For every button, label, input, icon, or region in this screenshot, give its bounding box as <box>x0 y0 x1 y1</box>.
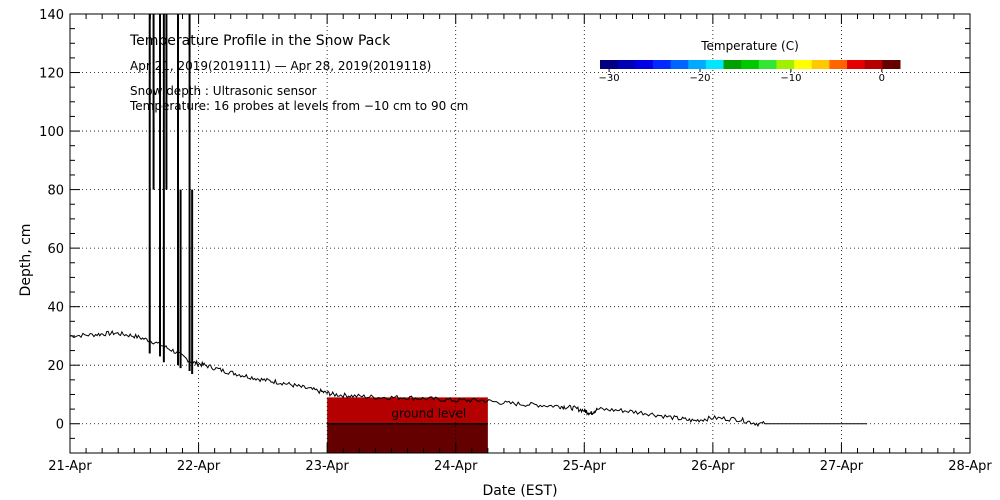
x-tick-label: 23-Apr <box>305 459 349 474</box>
colorbar-ticks: −30 −20 −10 0 <box>599 69 885 84</box>
x-tick-label: 24-Apr <box>434 459 478 474</box>
colorbar-block <box>776 60 795 69</box>
temperature-cell <box>327 397 488 424</box>
ground-level-label: ground level <box>391 407 466 421</box>
x-tick-label: 25-Apr <box>563 459 607 474</box>
y-tick-label: 100 <box>39 125 64 140</box>
y-tick-label: 60 <box>47 242 64 257</box>
colorbar-block <box>600 60 619 69</box>
y-axis-label: Depth, cm <box>18 224 34 297</box>
colorbar-tick-label: 0 <box>879 73 885 84</box>
colorbar-block <box>635 60 654 69</box>
x-axis-ticks: 21-Apr 22-Apr 23-Apr 24-Apr 25-Apr 26-Apr 27-A… <box>48 14 992 474</box>
y-tick-label: 40 <box>47 301 64 316</box>
colorbar-block <box>811 60 830 69</box>
colorbar-tick-label: −10 <box>780 73 801 84</box>
colorbar-block <box>688 60 707 69</box>
temperature-colorbar: Temperature (C) −30 −20 −10 0 <box>599 39 901 84</box>
colorbar-block <box>652 60 672 69</box>
x-axis-label: Date (EST) <box>482 483 557 499</box>
info-line-1: Snow depth : Ultrasonic sensor <box>130 84 317 98</box>
date-range-text: Apr 21, 2019(2019111) — Apr 28, 2019(201… <box>130 59 431 73</box>
y-tick-label: 140 <box>39 8 64 23</box>
sensor-spikes <box>148 14 194 374</box>
colorbar-block <box>741 60 760 69</box>
colorbar-block <box>705 60 725 69</box>
x-tick-label: 21-Apr <box>48 459 92 474</box>
snow-depth-series <box>69 329 868 427</box>
x-tick-label: 28-Apr <box>948 459 992 474</box>
colorbar-tick-label: −20 <box>689 73 710 84</box>
y-tick-label: 120 <box>39 67 64 82</box>
colorbar-block <box>829 60 848 69</box>
snow-depth-line <box>69 329 868 427</box>
y-tick-label: 20 <box>47 359 64 374</box>
colorbar-block <box>617 60 636 69</box>
y-axis-ticks: 0 20 40 60 80 100 120 140 <box>39 8 970 454</box>
chart-title: Temperature Profile in the Snow Pack <box>129 33 391 49</box>
grid-lines <box>70 14 970 453</box>
colorbar-block <box>864 60 883 69</box>
colorbar-tick-label: −30 <box>599 73 620 84</box>
x-tick-label: 22-Apr <box>177 459 221 474</box>
temperature-cells <box>327 397 488 453</box>
plot-frame <box>69 13 971 454</box>
colorbar-block <box>882 60 901 69</box>
x-tick-label: 27-Apr <box>820 459 864 474</box>
colorbar-block <box>723 60 742 69</box>
info-line-2: Temperature: 16 probes at levels from −1… <box>129 99 468 113</box>
colorbar-block <box>794 60 813 69</box>
colorbar-block <box>758 60 777 69</box>
colorbar-title: Temperature (C) <box>700 39 799 53</box>
x-tick-label: 26-Apr <box>691 459 735 474</box>
y-tick-label: 0 <box>56 418 64 433</box>
colorbar-blocks <box>600 60 901 69</box>
colorbar-block <box>670 60 689 69</box>
y-tick-label: 80 <box>47 184 64 199</box>
colorbar-block <box>847 60 866 69</box>
